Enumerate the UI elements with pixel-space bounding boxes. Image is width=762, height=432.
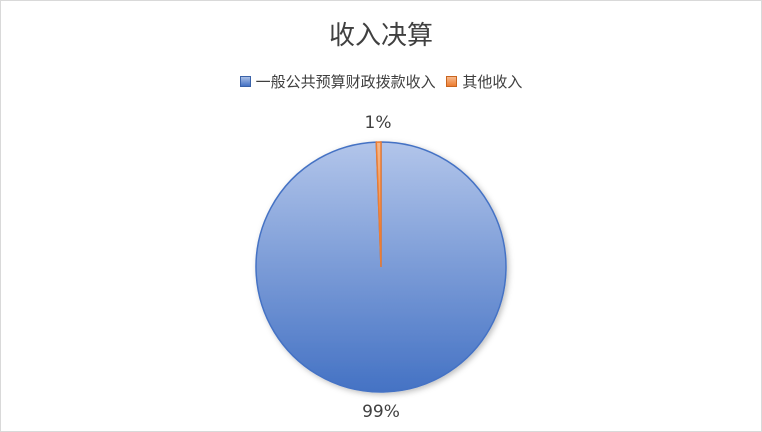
pie-slice-1 xyxy=(375,141,382,268)
legend-item-other: 其他收入 xyxy=(446,71,522,92)
legend-swatch xyxy=(239,76,251,87)
legend-label: 其他收入 xyxy=(462,73,523,91)
legend-label: 一般公共预算财政拨款收入 xyxy=(255,73,436,91)
data-label-general-budget: 99% xyxy=(362,402,400,422)
data-label-other: 1% xyxy=(365,113,392,133)
legend: 一般公共预算财政拨款收入 其他收入 xyxy=(1,71,761,92)
chart-title: 收入决算 xyxy=(328,21,433,51)
legend-item-general-budget: 一般公共预算财政拨款收入 xyxy=(239,71,436,92)
legend-swatch xyxy=(446,76,458,87)
